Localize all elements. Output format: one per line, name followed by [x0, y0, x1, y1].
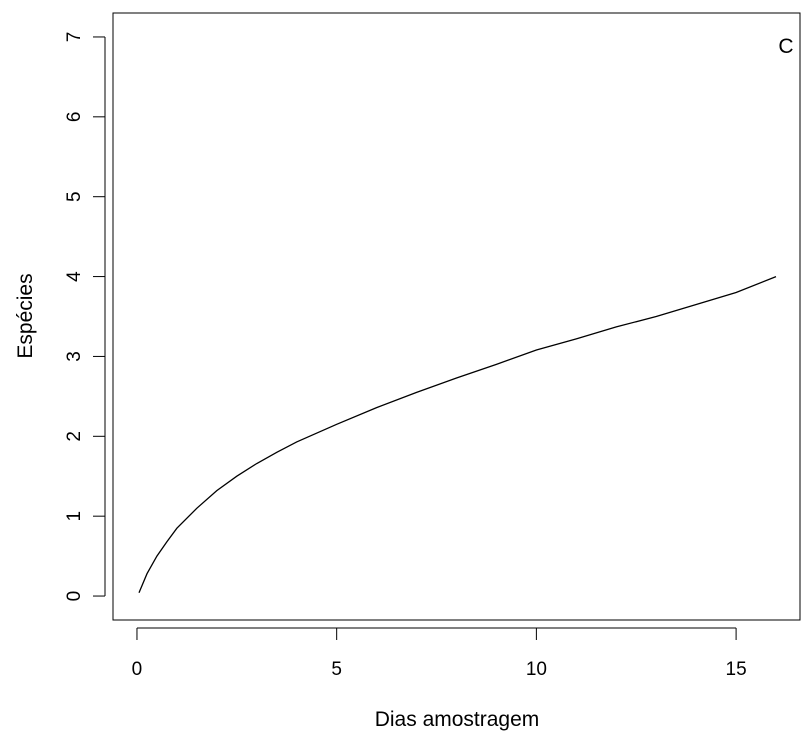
y-tick-label: 7	[64, 32, 85, 43]
y-tick-label: 2	[64, 431, 85, 442]
plot-frame	[112, 12, 801, 621]
panel-label: C	[778, 35, 793, 58]
y-tick-label: 0	[64, 591, 85, 602]
y-tick-label: 5	[64, 191, 85, 202]
y-axis-label: Espécies	[14, 273, 37, 358]
x-tick-label: 0	[132, 659, 143, 680]
y-tick-label: 4	[64, 271, 85, 282]
x-tick-label: 5	[331, 659, 342, 680]
species-curve	[138, 275, 777, 594]
y-tick-label: 6	[64, 112, 85, 123]
x-tick-label: 15	[726, 659, 747, 680]
x-axis: 0 5 10 15	[132, 627, 747, 680]
x-tick-label: 10	[526, 659, 547, 680]
y-tick-label: 1	[64, 511, 85, 522]
y-axis: 0 1 2 3 4 5 6 7	[64, 32, 106, 602]
x-axis-label: Dias amostragem	[375, 708, 540, 731]
y-tick-label: 3	[64, 351, 85, 362]
